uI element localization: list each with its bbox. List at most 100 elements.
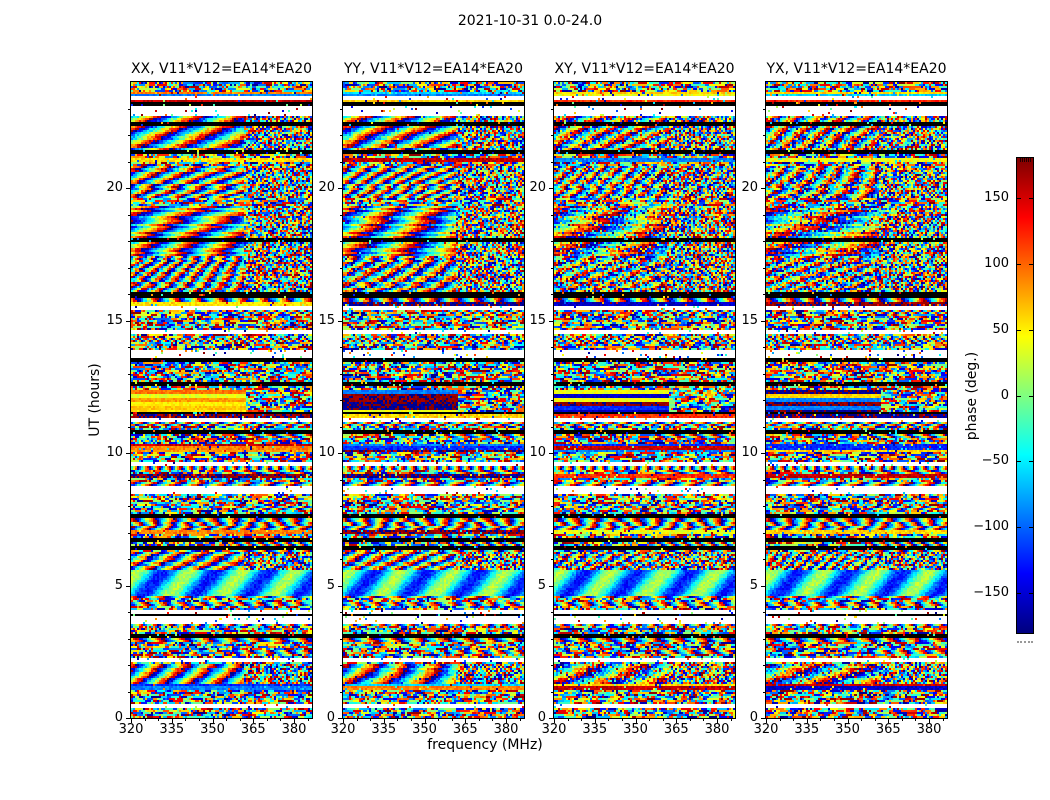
y-tick-label: 5 bbox=[114, 577, 123, 593]
x-major-tick bbox=[131, 719, 132, 723]
heatmap-canvas-YY bbox=[343, 82, 524, 718]
y-minor-tick bbox=[551, 638, 553, 640]
y-minor-tick bbox=[551, 400, 553, 401]
y-minor-tick bbox=[128, 532, 130, 534]
y-tick-label: 15 bbox=[741, 312, 758, 328]
colorbar-tick-right bbox=[1029, 329, 1033, 331]
y-minor-tick bbox=[340, 559, 342, 560]
y-minor-tick bbox=[763, 214, 765, 216]
x-major-tick bbox=[717, 719, 719, 723]
x-minor-tick bbox=[410, 719, 412, 721]
x-tick-label: 350 bbox=[200, 722, 225, 737]
figure-title: 2021-10-31 0.0-24.0 bbox=[457, 13, 603, 29]
colorbar-tick-right bbox=[1029, 593, 1033, 595]
y-tick-label: 10 bbox=[318, 445, 335, 460]
y-minor-tick bbox=[763, 532, 765, 534]
x-minor-tick bbox=[581, 719, 583, 721]
x-major-tick bbox=[294, 719, 296, 723]
y-minor-tick bbox=[551, 559, 553, 560]
x-major-tick bbox=[383, 719, 385, 723]
x-major-tick bbox=[343, 719, 344, 723]
y-minor-tick bbox=[551, 241, 553, 242]
colorbar-gradient-canvas bbox=[1017, 158, 1033, 633]
y-minor-tick bbox=[763, 294, 765, 295]
y-minor-tick bbox=[340, 267, 342, 269]
y-minor-tick bbox=[763, 108, 765, 110]
x-minor-tick bbox=[438, 719, 440, 721]
x-minor-tick bbox=[833, 719, 835, 721]
y-minor-tick bbox=[128, 479, 130, 481]
y-major-tick bbox=[761, 320, 765, 322]
y-minor-tick bbox=[763, 612, 765, 613]
y-minor-tick bbox=[763, 400, 765, 401]
y-major-tick bbox=[126, 585, 130, 587]
y-minor-tick bbox=[340, 400, 342, 401]
x-minor-tick bbox=[158, 719, 160, 721]
y-minor-tick bbox=[128, 373, 130, 375]
y-minor-tick bbox=[340, 612, 342, 613]
y-tick-label: 10 bbox=[106, 445, 123, 460]
y-major-tick bbox=[126, 188, 130, 189]
x-minor-tick bbox=[144, 719, 146, 721]
colorbar-label: phase (deg.) bbox=[964, 351, 980, 441]
x-minor-tick bbox=[793, 719, 795, 721]
y-minor-tick bbox=[763, 347, 765, 348]
y-major-tick bbox=[761, 453, 765, 454]
x-tick-label: 380 bbox=[916, 722, 942, 737]
colorbar-tick-label: −100 bbox=[973, 519, 1009, 535]
x-minor-tick bbox=[226, 719, 228, 721]
heatmap-canvas-YX bbox=[766, 82, 947, 718]
y-minor-tick bbox=[128, 267, 130, 269]
y-major-tick bbox=[338, 718, 342, 719]
x-tick-label: 335 bbox=[582, 722, 608, 737]
y-tick-label: 20 bbox=[318, 180, 335, 195]
x-minor-tick bbox=[266, 719, 268, 721]
y-minor-tick bbox=[763, 161, 765, 163]
x-axis-label: frequency (MHz) bbox=[427, 737, 543, 753]
y-tick-label: 15 bbox=[529, 312, 546, 328]
y-minor-tick bbox=[763, 506, 765, 507]
y-tick-label: 20 bbox=[529, 180, 546, 195]
y-minor-tick bbox=[551, 135, 553, 136]
x-tick-label: 350 bbox=[412, 722, 437, 737]
y-minor-tick bbox=[551, 426, 553, 428]
x-minor-tick bbox=[874, 719, 876, 721]
colorbar-tick-right bbox=[1029, 197, 1033, 199]
y-minor-tick bbox=[340, 373, 342, 375]
y-minor-tick bbox=[340, 506, 342, 507]
heatmap-canvas-XY bbox=[554, 82, 735, 718]
colorbar-tick-right bbox=[1029, 263, 1033, 265]
y-minor-tick bbox=[551, 612, 553, 613]
panel-title-YX: YX, V11*V12=EA14*EA20 bbox=[766, 61, 947, 77]
y-minor-tick bbox=[128, 506, 130, 507]
x-tick-label: 365 bbox=[663, 722, 689, 737]
y-minor-tick bbox=[128, 347, 130, 348]
colorbar-tick-label: 0 bbox=[1000, 387, 1009, 403]
y-minor-tick bbox=[340, 135, 342, 136]
panel-title-XY: XY, V11*V12=EA14*EA20 bbox=[554, 61, 735, 77]
y-tick-label: 5 bbox=[537, 577, 546, 593]
colorbar-tick-label: 100 bbox=[984, 255, 1009, 271]
y-minor-tick bbox=[340, 665, 342, 666]
x-minor-tick bbox=[567, 719, 569, 721]
panel-frame-XX bbox=[130, 81, 313, 719]
y-minor-tick bbox=[340, 347, 342, 348]
x-major-tick bbox=[424, 719, 426, 723]
x-minor-tick bbox=[820, 719, 822, 721]
y-minor-tick bbox=[128, 665, 130, 666]
y-minor-tick bbox=[340, 161, 342, 163]
colorbar-tick-left bbox=[1017, 395, 1021, 397]
panel-frame-XY bbox=[553, 81, 736, 719]
y-minor-tick bbox=[340, 214, 342, 216]
x-minor-tick bbox=[185, 719, 187, 721]
y-tick-label: 15 bbox=[106, 312, 123, 328]
x-minor-tick bbox=[307, 719, 309, 721]
panel-frame-YY bbox=[342, 81, 525, 719]
colorbar-tick-left bbox=[1017, 461, 1021, 463]
panel-title-XX: XX, V11*V12=EA14*EA20 bbox=[130, 61, 313, 77]
x-minor-tick bbox=[861, 719, 863, 721]
y-minor-tick bbox=[763, 135, 765, 136]
x-major-tick bbox=[929, 719, 931, 723]
y-minor-tick bbox=[340, 638, 342, 640]
y-minor-tick bbox=[128, 400, 130, 401]
